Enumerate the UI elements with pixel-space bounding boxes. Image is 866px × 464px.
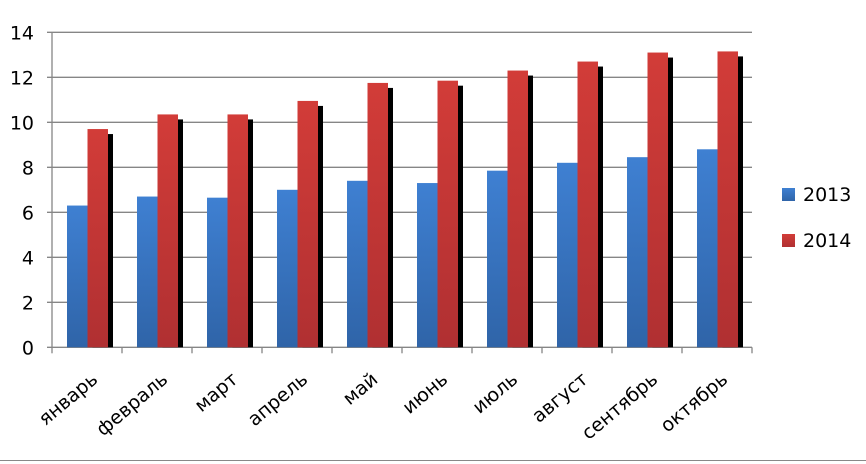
x-tick-label: июль (468, 368, 522, 418)
legend-label: 2013 (803, 184, 851, 206)
x-tick-label: август (528, 368, 592, 427)
y-tick-label: 8 (22, 157, 34, 179)
bar-2013 (697, 149, 718, 348)
bar-2014 (577, 61, 598, 348)
bar-2014 (87, 129, 108, 348)
x-tick-label: май (339, 368, 383, 409)
x-tick-label: октябрь (656, 368, 732, 437)
x-tick-label: сентябрь (578, 368, 663, 444)
x-tick-label: апрель (244, 368, 313, 431)
legend-label: 2014 (803, 230, 851, 252)
x-tick-label: июнь (398, 368, 452, 418)
bar-2013 (557, 162, 578, 348)
bar-2013 (207, 197, 228, 348)
bar-2014 (647, 52, 668, 348)
bar-2014 (507, 70, 528, 348)
bar-2013 (277, 189, 298, 348)
y-tick-label: 10 (10, 112, 34, 134)
bar-2013 (417, 183, 438, 348)
bar-2014 (157, 114, 178, 348)
x-tick-label: февраль (92, 368, 172, 440)
y-tick-label: 12 (10, 67, 34, 89)
bar-2014 (297, 100, 318, 348)
bar-2014 (367, 82, 388, 348)
bar-2014 (437, 80, 458, 348)
bar-2014 (717, 51, 738, 348)
bar-2013 (487, 170, 508, 348)
legend-swatch (782, 234, 795, 247)
bar-2013 (627, 157, 648, 348)
bar-2013 (347, 180, 368, 348)
y-tick-label: 14 (10, 22, 34, 44)
y-tick-label: 0 (22, 337, 34, 359)
legend-swatch (782, 188, 795, 201)
y-tick-label: 2 (22, 292, 34, 314)
bar-2014 (227, 114, 248, 348)
bar-2013 (137, 196, 158, 348)
y-tick-label: 6 (22, 202, 34, 224)
y-tick-label: 4 (22, 247, 34, 269)
x-tick-label: январь (34, 368, 102, 430)
bar-2013 (67, 205, 88, 348)
bottom-border (0, 460, 866, 461)
x-tick-label: март (190, 368, 242, 416)
